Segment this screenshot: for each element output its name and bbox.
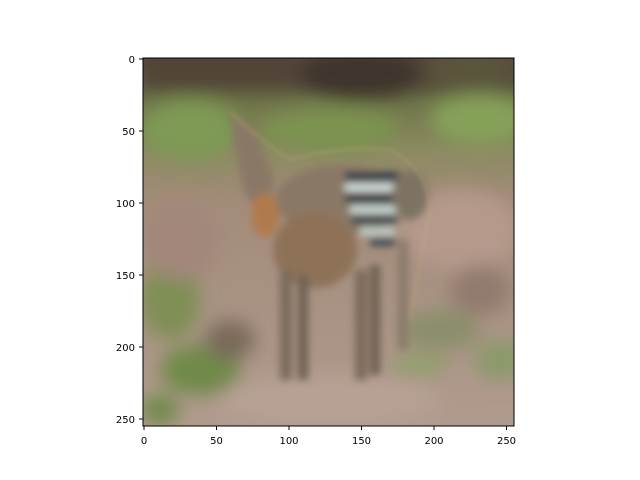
axes-frame	[142, 57, 515, 427]
y-tick-label: 200	[116, 343, 135, 354]
x-tick-label: 200	[424, 436, 443, 447]
y-tick-label: 150	[116, 271, 135, 282]
y-tick-label: 250	[116, 415, 135, 426]
y-tick-label: 100	[116, 199, 135, 210]
y-tick-label: 0	[129, 55, 135, 66]
y-tick-label: 50	[122, 127, 135, 138]
photo	[143, 58, 514, 426]
x-tick-label: 50	[210, 436, 223, 447]
x-tick-label: 150	[352, 436, 371, 447]
x-tick-label: 250	[497, 436, 516, 447]
x-tick-label: 100	[279, 436, 298, 447]
x-tick-label: 0	[141, 436, 147, 447]
x-axis: 0 50 100 150 200 250	[141, 426, 516, 447]
y-axis: 0 50 100 150 200 250	[116, 55, 143, 426]
